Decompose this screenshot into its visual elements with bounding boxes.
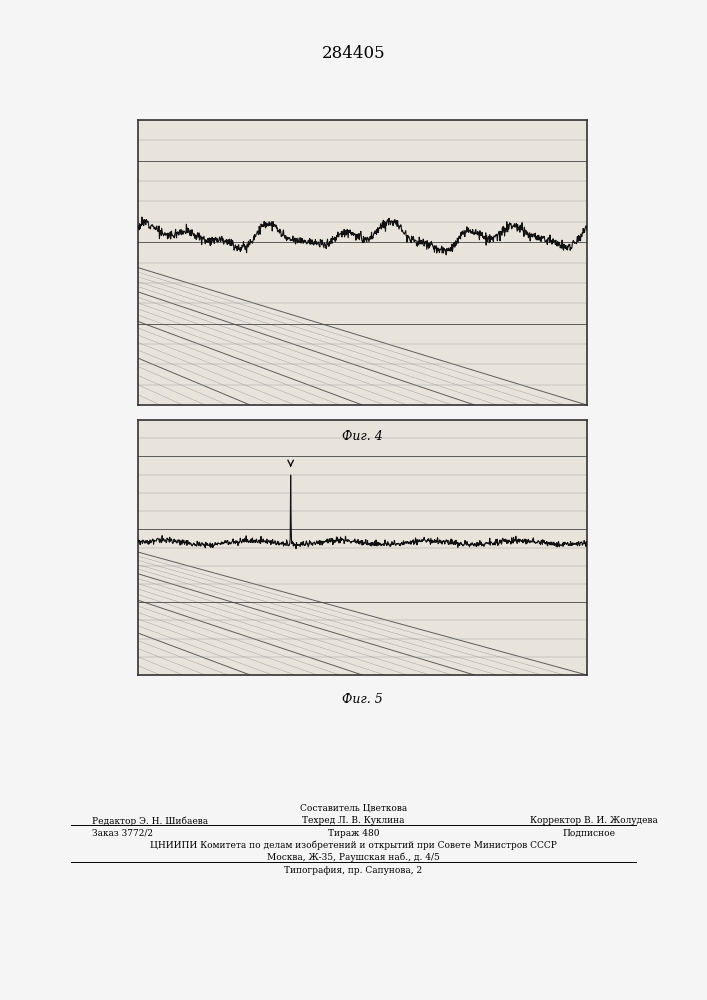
Text: Подписное: Подписное bbox=[562, 829, 615, 838]
Text: Техред Л. В. Куклина: Техред Л. В. Куклина bbox=[303, 816, 404, 825]
Text: Типография, пр. Сапунова, 2: Типография, пр. Сапунова, 2 bbox=[284, 866, 423, 875]
Text: Фиг. 4: Фиг. 4 bbox=[341, 430, 382, 443]
Text: Корректор В. И. Жолудева: Корректор В. И. Жолудева bbox=[530, 816, 658, 825]
Text: Фиг. 5: Фиг. 5 bbox=[341, 693, 382, 706]
Text: Составитель Цветкова: Составитель Цветкова bbox=[300, 804, 407, 813]
Text: Тираж 480: Тираж 480 bbox=[328, 829, 379, 838]
Text: 284405: 284405 bbox=[322, 45, 385, 62]
Text: Заказ 3772/2: Заказ 3772/2 bbox=[92, 829, 153, 838]
Text: Редактор Э. Н. Шибаева: Редактор Э. Н. Шибаева bbox=[92, 816, 208, 826]
Text: ЦНИИПИ Комитета по делам изобретений и открытий при Совете Министров СССР: ЦНИИПИ Комитета по делам изобретений и о… bbox=[150, 841, 557, 850]
Text: Москва, Ж-35, Раушская наб., д. 4/5: Москва, Ж-35, Раушская наб., д. 4/5 bbox=[267, 852, 440, 861]
